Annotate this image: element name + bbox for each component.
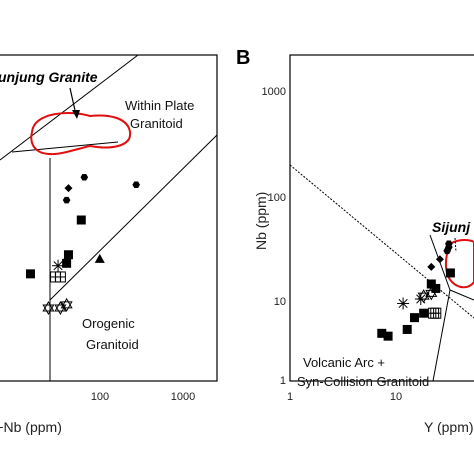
panel-b-field-label-2: Syn-Collision Granitoid (297, 374, 429, 389)
panel-a-markers (25, 173, 140, 315)
data-point-square (431, 283, 441, 293)
panel-a-boundary-upper (0, 55, 139, 161)
panel-b-y-tick: 10 (274, 296, 286, 308)
data-point-hexagon (62, 196, 71, 204)
data-point-square (63, 250, 73, 260)
panel-b-label: B (236, 47, 250, 69)
panel-a-boundary-middle (11, 141, 119, 153)
panel-b-y-ticks: 1000 100 10 1 (262, 86, 286, 387)
panel-b-boundary-lower (432, 289, 451, 381)
panel-a-field-label-3: Orogenic (82, 316, 135, 331)
panel-a-field-boundaries (0, 55, 217, 381)
data-point-star (60, 297, 73, 312)
panel-b-boundary-right (449, 289, 474, 301)
panel-a-granite-outline (30, 112, 132, 156)
data-point-square (383, 331, 393, 341)
panel-b-boundary-dashed (290, 164, 474, 319)
data-point-square (409, 313, 419, 323)
panel-b-markers (377, 240, 455, 341)
data-point-square (76, 215, 86, 225)
panel-b-x-tick: 10 (390, 391, 402, 403)
panel-a-x-tick: 100 (91, 391, 109, 403)
panel-a-plot: unjung Granite Within Plate Granitoid Or… (0, 54, 218, 435)
panel-b-y-tick: 1000 (262, 86, 286, 98)
data-point-diamond (427, 262, 436, 271)
data-point-square (25, 269, 35, 279)
panel-a-field-label-4: Granitoid (86, 337, 139, 352)
panel-b-field-label-1: Volcanic Arc + (303, 355, 385, 370)
panel-a-x-axis-label: Y+Nb (ppm) (0, 419, 62, 435)
data-point-star (417, 289, 430, 304)
panel-b-y-tick: 100 (268, 192, 286, 204)
panel-a-annotation: unjung Granite (0, 69, 98, 85)
panel-b-x-axis-label: Y (ppm) (424, 419, 474, 435)
panel-b-annotation: Sijunj (432, 219, 471, 235)
panel-b-frame (289, 54, 474, 382)
data-point-diamond (435, 255, 444, 264)
panel-b-y-tick: 1 (280, 375, 286, 387)
panel-a-field-label-1: Within Plate (125, 98, 194, 113)
data-point-hexagon (80, 173, 89, 181)
panel-b-plot: B Sijunj Volcanic Arc + Syn-Collision Gr… (236, 47, 474, 435)
panel-b-x-ticks: 1 10 (287, 391, 402, 403)
data-point-asterisk (52, 259, 65, 272)
data-point-hexagon (443, 247, 451, 255)
panel-b-x-tick: 1 (287, 391, 293, 403)
panel-b-y-axis-label: Nb (ppm) (253, 192, 269, 250)
panel-a-arrow-head (72, 110, 80, 119)
data-point-diamond (64, 184, 73, 193)
data-point-triangle (94, 253, 105, 263)
data-point-square (402, 324, 412, 334)
panel-a-x-ticks: 100 1000 (91, 391, 195, 403)
panel-a-boundary-diagonal (49, 134, 217, 301)
data-point-boxed-cross (430, 307, 442, 319)
data-point-square (377, 328, 387, 338)
panel-a-field-label-2: Granitoid (130, 116, 183, 131)
data-point-star (425, 286, 438, 301)
data-point-square (419, 308, 429, 318)
data-point-asterisk (397, 297, 410, 310)
panel-a-frame (0, 54, 218, 382)
data-point-hexagon (445, 240, 453, 248)
data-point-star (54, 300, 67, 315)
panel-a-x-tick: 1000 (171, 391, 195, 403)
panel-b-annotation-arrow (454, 237, 457, 253)
data-point-star (42, 300, 55, 315)
data-point-hexagon (132, 181, 140, 189)
data-point-boxed-cross (54, 271, 66, 283)
data-point-square (445, 268, 455, 278)
data-point-square (62, 258, 72, 268)
